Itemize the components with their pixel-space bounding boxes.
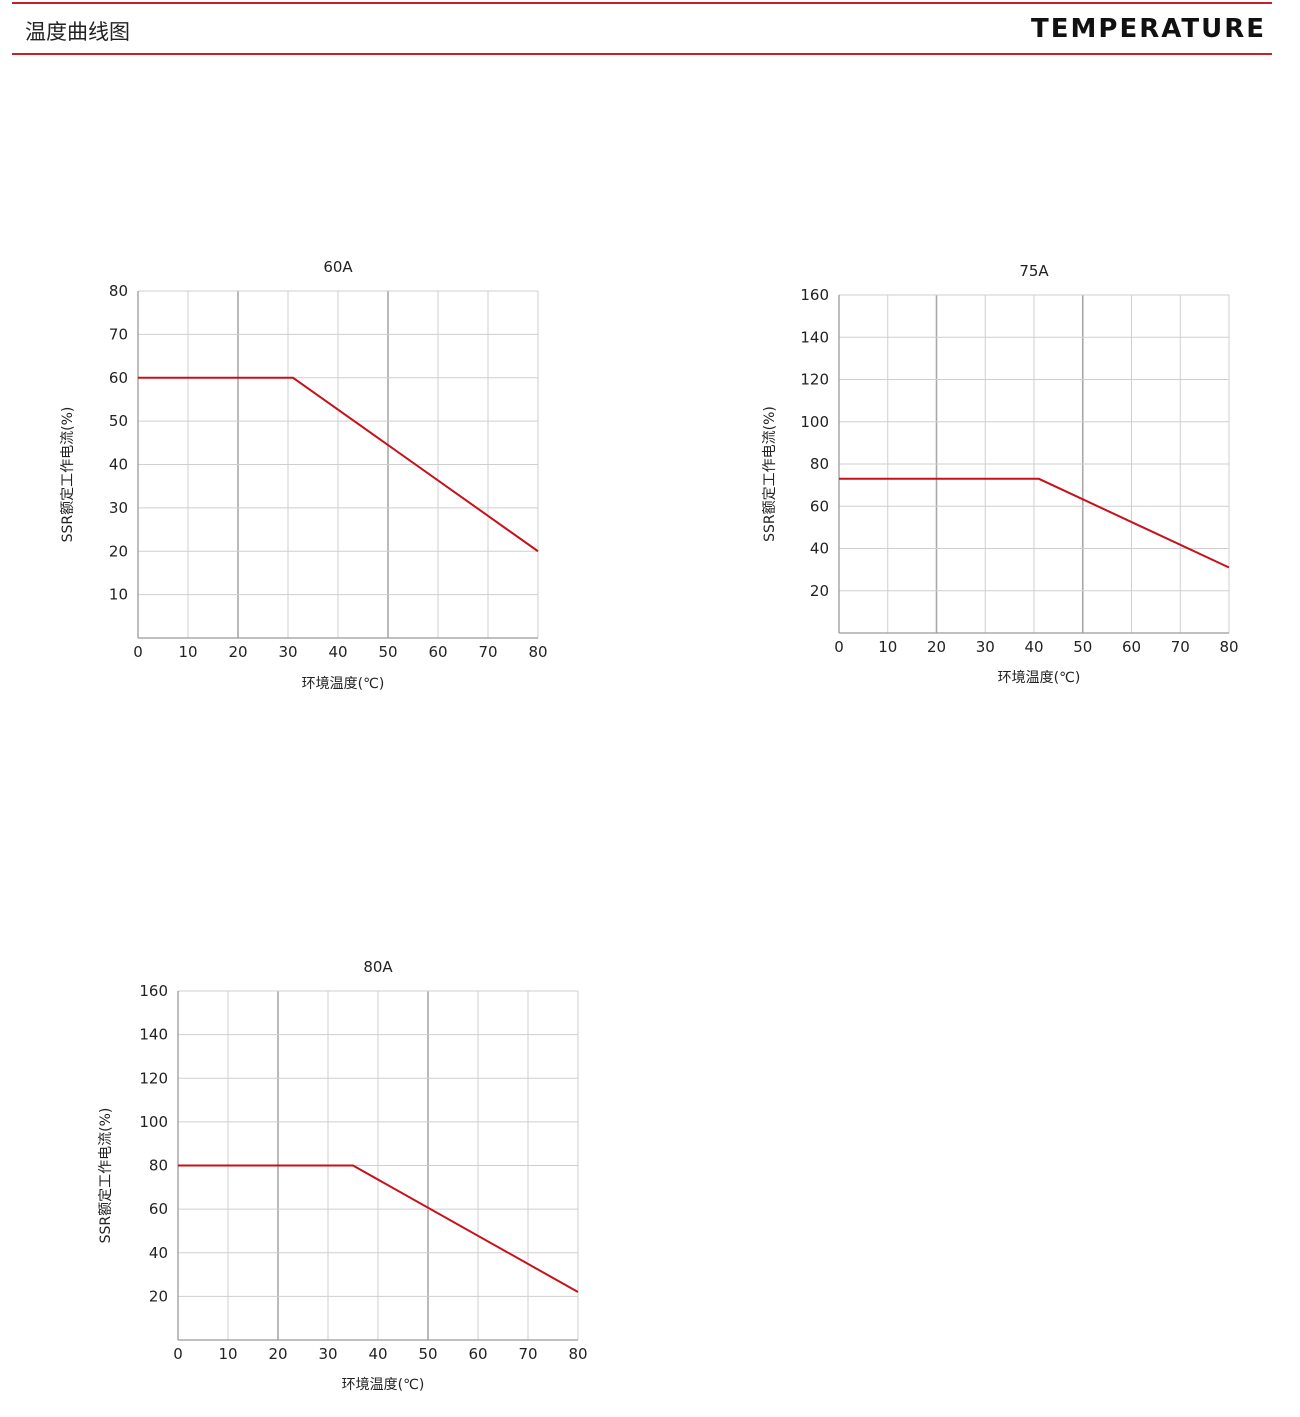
chart-title: 75A xyxy=(1019,262,1049,280)
header-top-rule xyxy=(12,2,1272,4)
y-tick-label: 140 xyxy=(800,328,829,346)
x-tick-label: 50 xyxy=(418,1345,437,1363)
chart-75a: 75A 20 40 60 80 100 120 140 160 0 10 20 30 40 50 60 70 80… xyxy=(762,262,1239,686)
y-axis-label: SSR额定工作电流(%) xyxy=(60,407,76,543)
header-bottom-rule xyxy=(12,53,1272,55)
x-tick-label: 0 xyxy=(173,1345,183,1363)
y-axis-label: SSR额定工作电流(%) xyxy=(762,406,778,542)
x-tick-label: 40 xyxy=(328,643,347,661)
x-tick-label: 0 xyxy=(834,638,844,656)
y-tick-label: 100 xyxy=(139,1113,168,1131)
x-tick-label: 0 xyxy=(133,643,143,661)
y-tick-label: 80 xyxy=(109,282,128,300)
x-axis-label: 环境温度(℃) xyxy=(998,670,1081,686)
y-tick-label: 140 xyxy=(139,1026,168,1044)
x-tick-label: 70 xyxy=(1171,638,1190,656)
x-tick-label: 10 xyxy=(878,638,897,656)
x-tick-label: 30 xyxy=(278,643,297,661)
chart-title: 60A xyxy=(323,258,353,276)
y-axis-label: SSR额定工作电流(%) xyxy=(98,1108,114,1244)
page-title: 温度曲线图 xyxy=(25,20,130,44)
x-tick-label: 40 xyxy=(1024,638,1043,656)
x-tick-label: 60 xyxy=(468,1345,487,1363)
chart-80a: 80A 20 40 60 80 100 120 140 160 0 10 20 30 40 50 60 70 80… xyxy=(98,958,588,1393)
y-tick-label: 40 xyxy=(109,456,128,474)
x-tick-label: 80 xyxy=(568,1345,587,1363)
x-tick-label: 10 xyxy=(178,643,197,661)
y-tick-label: 20 xyxy=(109,542,128,560)
series-line xyxy=(839,477,1230,569)
y-tick-label: 10 xyxy=(109,586,128,604)
y-tick-label: 40 xyxy=(810,540,829,558)
y-tick-label: 160 xyxy=(800,286,829,304)
x-axis-label: 环境温度(℃) xyxy=(302,676,385,692)
x-tick-label: 70 xyxy=(518,1345,537,1363)
y-tick-label: 80 xyxy=(810,455,829,473)
y-tick-label: 60 xyxy=(810,497,829,515)
y-tick-label: 20 xyxy=(149,1287,168,1305)
y-tick-label: 40 xyxy=(149,1244,168,1262)
series-line xyxy=(178,1164,579,1293)
x-tick-label: 80 xyxy=(528,643,547,661)
x-tick-label: 50 xyxy=(1073,638,1092,656)
y-tick-label: 120 xyxy=(139,1069,168,1087)
x-axis-label: 环境温度(℃) xyxy=(342,1377,425,1393)
y-tick-label: 70 xyxy=(109,325,128,343)
y-tick-label: 60 xyxy=(149,1200,168,1218)
y-tick-label: 50 xyxy=(109,412,128,430)
y-tick-label: 20 xyxy=(810,582,829,600)
x-tick-label: 10 xyxy=(218,1345,237,1363)
chart-60a: 60A 10 20 30 40 50 60 70 80 0 10 20 30 40 50 60 70 80 环境温度… xyxy=(60,258,548,692)
y-tick-label: 100 xyxy=(800,413,829,431)
x-tick-label: 20 xyxy=(268,1345,287,1363)
x-tick-label: 50 xyxy=(378,643,397,661)
x-tick-label: 60 xyxy=(428,643,447,661)
x-tick-label: 70 xyxy=(478,643,497,661)
chart-title: 80A xyxy=(363,958,393,976)
x-tick-label: 20 xyxy=(927,638,946,656)
x-tick-label: 30 xyxy=(976,638,995,656)
page-title-english: TEMPERATURE xyxy=(1031,14,1266,44)
x-tick-label: 20 xyxy=(228,643,247,661)
y-tick-label: 120 xyxy=(800,371,829,389)
y-tick-label: 80 xyxy=(149,1157,168,1175)
y-tick-label: 30 xyxy=(109,499,128,517)
x-tick-label: 80 xyxy=(1219,638,1238,656)
x-tick-label: 40 xyxy=(368,1345,387,1363)
x-tick-label: 30 xyxy=(318,1345,337,1363)
x-tick-label: 60 xyxy=(1122,638,1141,656)
y-tick-label: 160 xyxy=(139,982,168,1000)
y-tick-label: 60 xyxy=(109,369,128,387)
series-line xyxy=(138,376,539,553)
